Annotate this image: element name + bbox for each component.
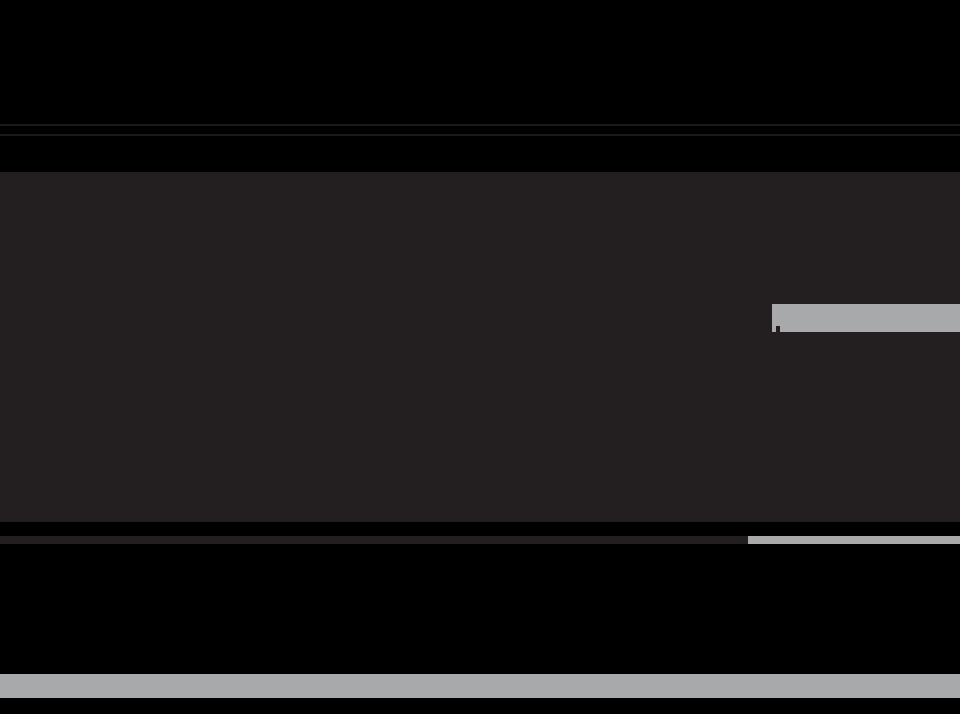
lower-black-band	[0, 544, 960, 674]
gap-1	[0, 126, 960, 134]
gap-3	[0, 522, 960, 536]
thin-strip-left	[0, 536, 748, 544]
highlight-box[interactable]	[772, 304, 960, 332]
highlight-tick-icon	[776, 326, 780, 332]
bottom-black	[0, 698, 960, 714]
thin-strip-right	[748, 536, 960, 544]
main-dark-panel	[0, 172, 960, 522]
footer-light-strip	[0, 674, 960, 698]
top-black-band	[0, 0, 960, 124]
gap-2	[0, 136, 960, 172]
